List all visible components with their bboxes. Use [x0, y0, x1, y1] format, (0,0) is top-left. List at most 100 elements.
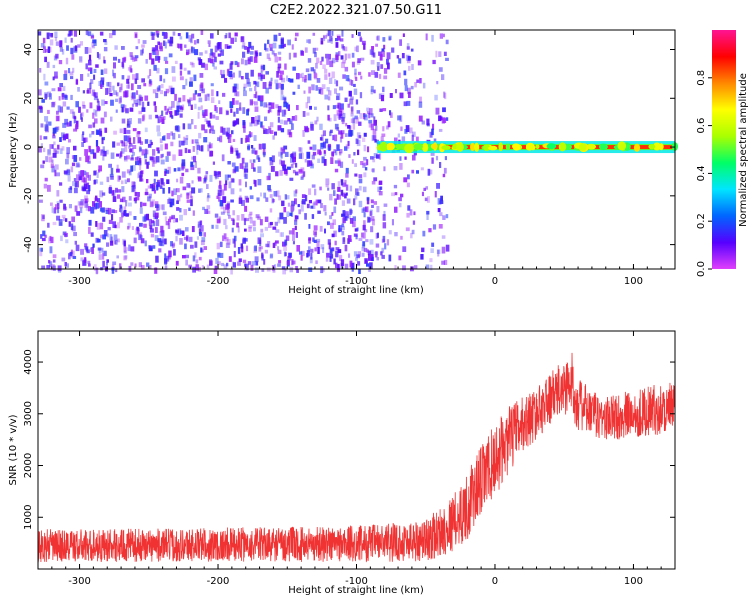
spectrogram-cell — [265, 47, 269, 52]
spectrogram-cell — [40, 123, 44, 128]
spectrogram-cell — [291, 116, 295, 121]
spectrogram-cell — [137, 39, 140, 44]
spectrogram-cell — [398, 202, 402, 208]
spectrogram-cell — [160, 179, 164, 185]
spectrogram-cell — [106, 262, 108, 266]
spectrogram-cell — [375, 243, 380, 248]
spectrogram-cell — [269, 160, 274, 166]
spectrogram-cell — [233, 111, 236, 117]
spectrogram-cell — [260, 121, 263, 128]
spectrogram-cell — [375, 43, 378, 47]
spectrogram-cell — [329, 129, 333, 134]
spectrogram-cell — [343, 112, 346, 119]
spectrogram-cell — [168, 187, 171, 194]
spectrogram-cell — [434, 94, 438, 101]
spectrogram-cell — [96, 98, 99, 103]
spectrogram-cell — [250, 145, 254, 149]
spectrogram-cell — [198, 59, 203, 66]
spectrogram-cell — [181, 163, 184, 171]
spectrogram-cell — [268, 126, 271, 130]
spectrogram-cell — [173, 188, 177, 195]
spectrogram-cell — [356, 227, 359, 232]
spectrogram-cell — [88, 59, 92, 66]
spectrogram-cell — [358, 71, 362, 76]
spectrogram-cell — [222, 69, 225, 77]
spectrogram-cell — [277, 125, 282, 131]
spectrogram-cell — [442, 118, 447, 123]
spectrogram-cell — [84, 198, 88, 204]
spectrogram-cell — [68, 187, 73, 194]
spectrogram-cell — [396, 55, 400, 59]
spectrogram-cell — [102, 154, 105, 161]
spectrogram-cell — [391, 192, 395, 197]
spectrogram-cell — [283, 245, 287, 251]
spectrogram-cell — [164, 33, 168, 38]
spectrogram-cell — [73, 187, 78, 194]
spectrogram-cell — [364, 229, 368, 233]
spectrogram-cell — [60, 235, 63, 242]
spectrogram-cell — [348, 253, 351, 258]
spectrogram-cell — [77, 164, 81, 168]
spectrogram-cell — [286, 260, 290, 266]
spectrogram-cell — [410, 48, 414, 52]
spectrogram-cell — [283, 207, 287, 213]
spectrogram-cell — [398, 255, 402, 261]
spectrogram-cell — [413, 265, 418, 270]
spectrogram-cell — [47, 109, 50, 114]
spectrogram-cell — [359, 113, 363, 119]
spectrogram-cell — [76, 120, 79, 127]
spectrogram-cell — [131, 181, 135, 187]
spectrogram-cell — [237, 226, 240, 233]
spectrogram-cell — [381, 133, 386, 137]
spectrogram-cell — [334, 168, 339, 173]
spectrogram-cell — [318, 151, 322, 155]
spectrogram-cell — [268, 83, 272, 90]
spectrogram-cell — [336, 193, 339, 200]
spectrogram-cell — [366, 196, 370, 201]
spectrogram-cell — [189, 77, 193, 82]
spectrogram-cell — [81, 142, 84, 147]
spectrogram-cell — [239, 163, 244, 169]
spectrogram-cell — [281, 232, 284, 237]
spectrogram-cell — [153, 157, 157, 164]
spectrogram-cell — [400, 193, 404, 198]
spectrogram-cell — [110, 236, 113, 244]
spectrogram-cell — [171, 243, 175, 249]
spectrogram-cell — [399, 156, 402, 161]
spectrogram-cell — [249, 56, 253, 62]
spectrogram-cell — [404, 156, 407, 160]
spectrogram-cell — [269, 157, 273, 161]
spectrogram-cell — [243, 126, 246, 133]
spectrogram-cell — [113, 72, 116, 79]
spectrogram-cell — [113, 234, 118, 241]
spectrogram-cell — [255, 214, 260, 219]
spectrogram-cell — [217, 137, 220, 141]
spectrogram-cell — [259, 95, 264, 102]
spectrogram-cell — [244, 228, 247, 232]
spectrogram-cell — [444, 156, 447, 161]
spectrogram-cell — [262, 148, 266, 155]
spectrogram-cell — [280, 70, 284, 75]
spectrogram-cell — [54, 37, 58, 41]
spectrogram-cell — [184, 147, 188, 154]
spectrogram-cell — [134, 31, 138, 39]
spectrogram-cell — [206, 264, 210, 270]
spectrogram-cell — [59, 40, 63, 45]
spectrogram-cell — [356, 110, 361, 114]
spectrogram-cell — [68, 253, 71, 260]
spectrogram-cell — [125, 247, 129, 251]
ridge-blob — [488, 145, 498, 151]
spectrogram-cell — [194, 103, 197, 109]
spectrogram-cell — [149, 225, 153, 230]
spectrogram-cell — [68, 204, 72, 209]
spectrogram-cell — [55, 41, 60, 46]
spectrogram-cell — [292, 234, 295, 241]
spectrogram-cell — [300, 205, 304, 212]
spectrogram-cell — [83, 170, 87, 176]
spectrogram-cell — [302, 171, 306, 177]
spectrogram-cell — [163, 32, 168, 39]
spectrogram-cell — [324, 228, 326, 234]
spectrogram-cell — [319, 186, 322, 191]
spectrogram-cell — [160, 239, 165, 247]
spectrogram-cell — [329, 215, 333, 220]
